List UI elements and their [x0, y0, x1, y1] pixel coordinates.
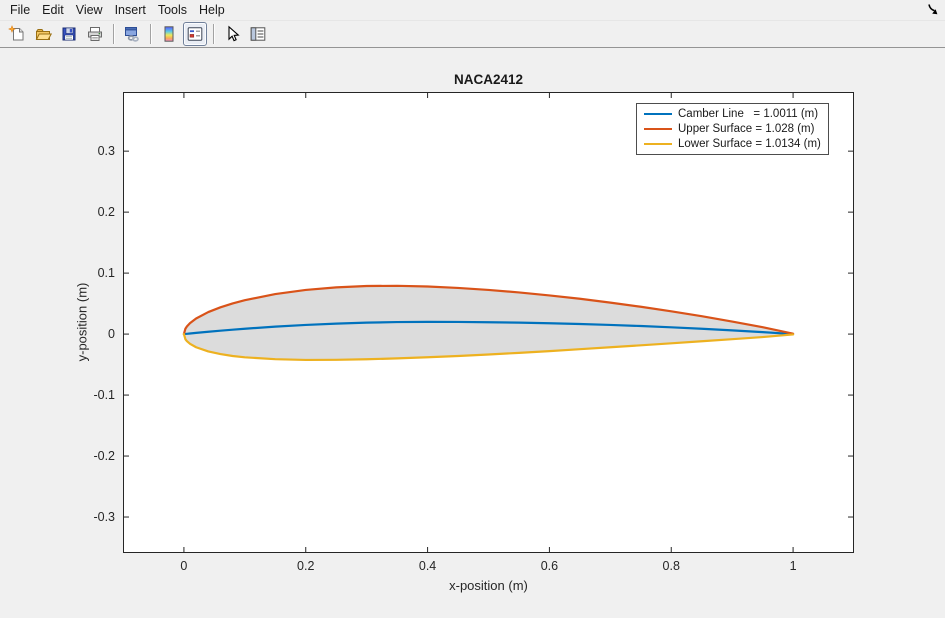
legend-entry: Upper Surface = 1.028 (m): [644, 121, 821, 136]
insert-legend-icon: [186, 25, 204, 43]
edit-plot-button[interactable]: [220, 22, 244, 46]
link-plot-icon: [123, 25, 141, 43]
menu-item-edit[interactable]: Edit: [42, 3, 64, 17]
plot-browser-icon: [249, 25, 267, 43]
y-tick-label: -0.2: [93, 449, 115, 464]
insert-legend-button[interactable]: [183, 22, 207, 46]
save-figure-icon: [60, 25, 78, 43]
new-figure-button[interactable]: [5, 22, 29, 46]
x-tick-label: 0.4: [418, 559, 437, 573]
series-camber-line: [182, 320, 795, 336]
legend-line-swatch: [644, 112, 672, 115]
insert-colorbar-icon: [160, 25, 178, 43]
menu-item-view[interactable]: View: [75, 3, 103, 17]
x-tick-label: 0.2: [297, 559, 315, 573]
legend[interactable]: Camber Line = 1.0011 (m) Upper Surface = …: [636, 103, 829, 155]
dock-arrow-icon: [928, 4, 938, 15]
plot-title: NACA2412: [453, 72, 524, 87]
toolbar: [0, 20, 945, 48]
link-plot-button[interactable]: [120, 22, 144, 46]
y-tick-label: -0.3: [93, 510, 115, 525]
legend-line-swatch: [644, 127, 672, 130]
edit-plot-icon: [223, 25, 241, 43]
y-tick-label: -0.1: [93, 388, 115, 403]
legend-label: Lower Surface = 1.0134 (m): [678, 137, 821, 150]
legend-line-swatch: [644, 142, 672, 145]
print-figure-icon: [86, 25, 104, 43]
legend-entry: Lower Surface = 1.0134 (m): [644, 136, 821, 151]
legend-label: Upper Surface = 1.028 (m): [678, 122, 815, 135]
menu-item-insert[interactable]: Insert: [114, 3, 146, 17]
insert-colorbar-button[interactable]: [157, 22, 181, 46]
dock-figure-button[interactable]: [925, 2, 941, 18]
menu-item-tools[interactable]: Tools: [157, 3, 188, 17]
legend-rows: Camber Line = 1.0011 (m) Upper Surface = …: [644, 106, 821, 151]
open-file-icon: [34, 25, 52, 43]
plot-area[interactable]: [123, 92, 854, 553]
menubar: File Edit View Insert Tools Help: [0, 0, 945, 20]
figure-canvas: NACA2412 x-position (m) y-position (m) 0…: [0, 48, 945, 618]
toolbar-separator: [113, 24, 114, 44]
x-tick-label: 1: [789, 559, 797, 573]
print-figure-button[interactable]: [83, 22, 107, 46]
menu-item-help[interactable]: Help: [199, 3, 225, 17]
new-figure-icon: [8, 25, 26, 43]
toolbar-separator: [213, 24, 214, 44]
series-lower-surface: [182, 332, 795, 362]
legend-entry: Camber Line = 1.0011 (m): [644, 106, 821, 121]
x-tick-label: 0: [180, 559, 188, 573]
x-tick-label: 0.6: [540, 559, 559, 573]
x-tick-label: 0.8: [662, 559, 680, 573]
series-upper-surface: [182, 284, 795, 336]
y-axis-label: y-position (m): [74, 282, 90, 362]
toolbar-separator: [150, 24, 151, 44]
save-figure-button[interactable]: [57, 22, 81, 46]
x-axis-label: x-position (m): [449, 578, 528, 593]
y-tick-label: 0.2: [97, 205, 115, 220]
open-file-button[interactable]: [31, 22, 55, 46]
legend-label: Camber Line = 1.0011 (m): [678, 107, 819, 120]
y-tick-label: 0.3: [97, 144, 115, 159]
menu-item-file[interactable]: File: [10, 3, 31, 17]
plot-browser-button[interactable]: [246, 22, 270, 46]
y-tick-label: 0.1: [97, 266, 115, 281]
y-tick-label: 0: [108, 327, 115, 342]
